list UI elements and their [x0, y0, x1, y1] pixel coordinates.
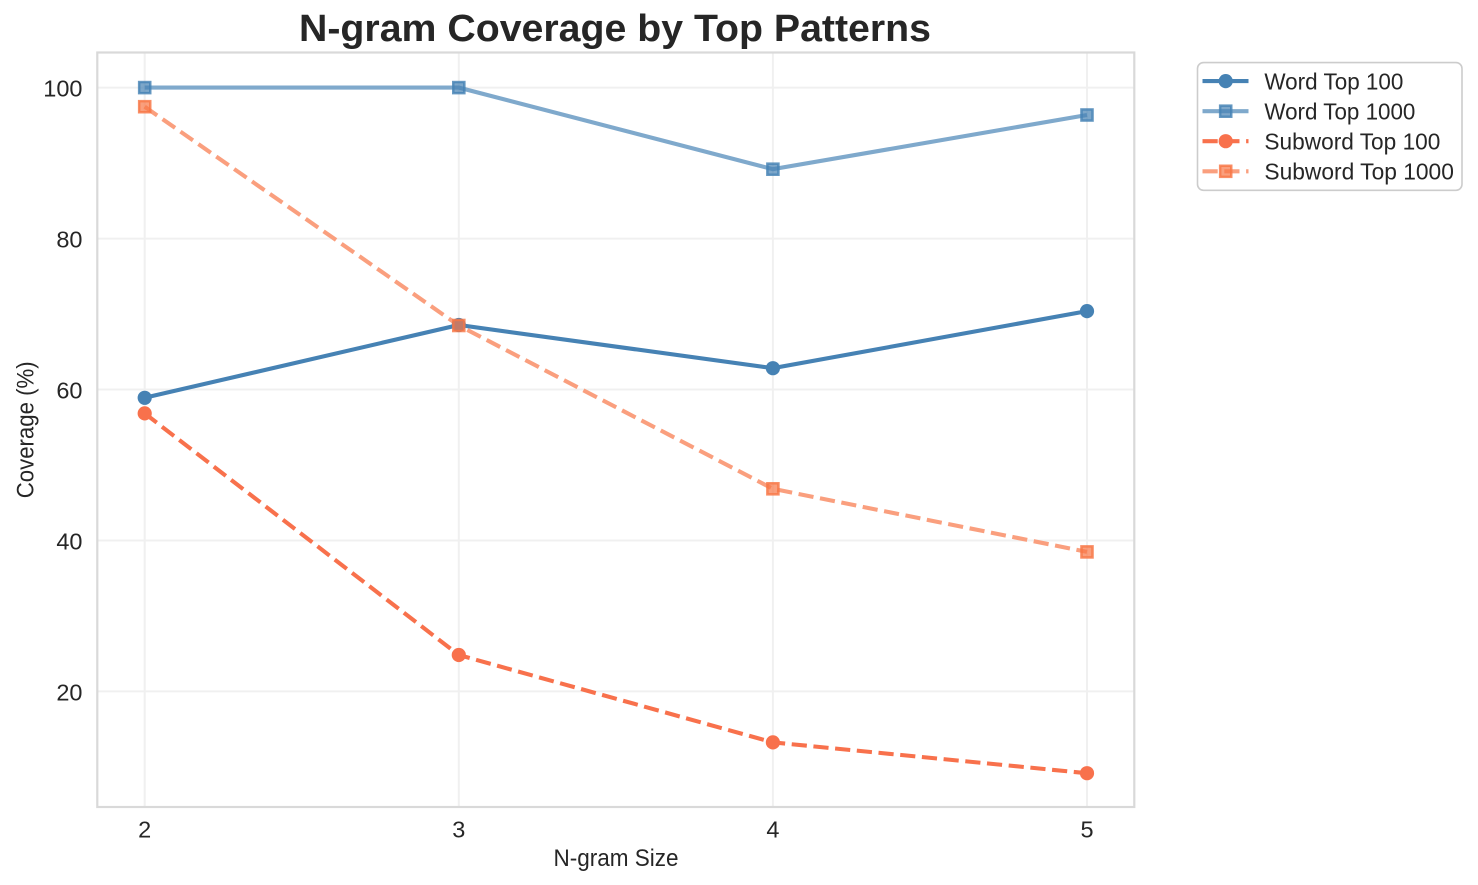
svg-text:3: 3	[452, 817, 465, 843]
svg-text:20: 20	[56, 679, 82, 705]
svg-text:N-gram Size: N-gram Size	[554, 845, 679, 872]
svg-text:5: 5	[1080, 817, 1093, 843]
svg-text:40: 40	[56, 529, 82, 555]
svg-text:60: 60	[56, 378, 82, 404]
svg-text:Subword Top 1000: Subword Top 1000	[1264, 159, 1454, 185]
svg-text:2: 2	[138, 817, 151, 843]
svg-text:Coverage (%): Coverage (%)	[13, 361, 40, 498]
svg-text:4: 4	[766, 817, 779, 843]
svg-text:Subword Top 100: Subword Top 100	[1264, 129, 1440, 155]
svg-text:Word Top 100: Word Top 100	[1264, 68, 1403, 94]
svg-text:N-gram Coverage by Top Pattern: N-gram Coverage by Top Patterns	[299, 8, 931, 50]
svg-text:100: 100	[43, 76, 82, 102]
svg-text:80: 80	[56, 227, 82, 253]
svg-text:Word Top 1000: Word Top 1000	[1264, 99, 1415, 125]
